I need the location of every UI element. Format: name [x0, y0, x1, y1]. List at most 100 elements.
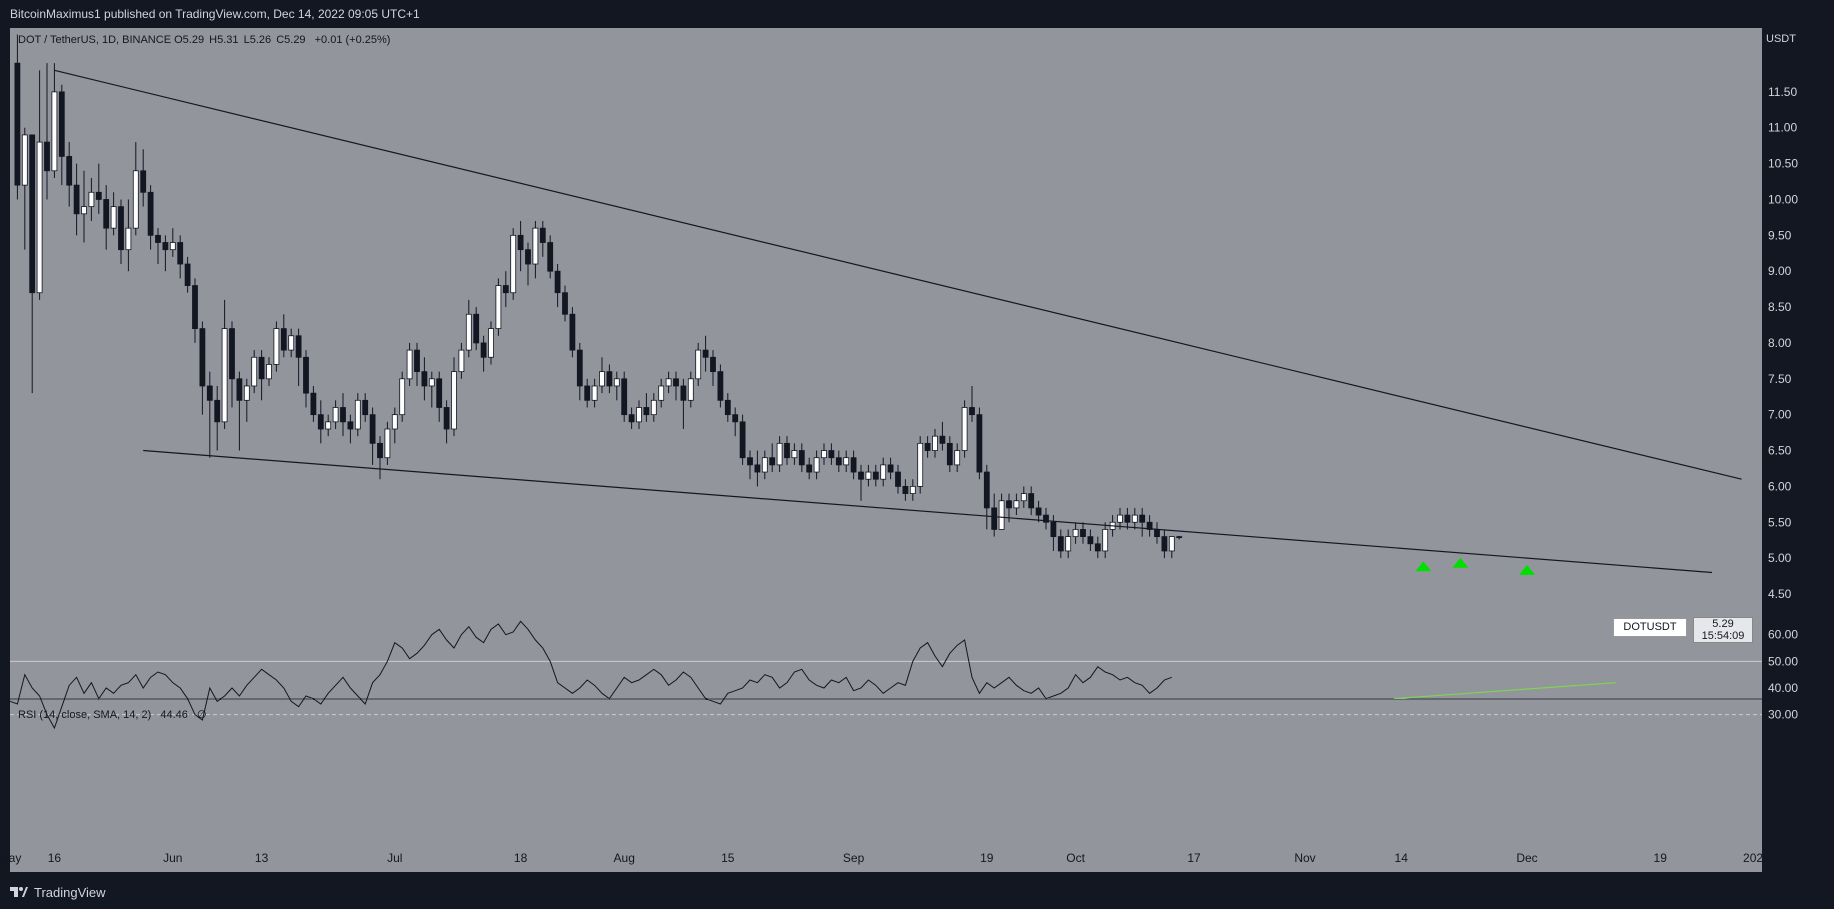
candle-body	[835, 457, 842, 466]
candle-body	[132, 170, 139, 229]
low-value: 5.26	[249, 34, 272, 46]
candle-body	[843, 457, 850, 466]
candle-body	[865, 471, 872, 480]
price-tick-label: 5.50	[1768, 515, 1792, 529]
tradingview-logo-icon[interactable]	[10, 885, 28, 899]
candle-body	[295, 335, 302, 358]
open-label: O	[174, 34, 183, 46]
time-tick-label: Jun	[163, 851, 182, 865]
candle-body	[414, 349, 420, 373]
candle-body	[236, 378, 243, 401]
candle-body	[251, 356, 258, 387]
candle-body	[451, 371, 457, 430]
rsi-hide-icon[interactable]: ∅	[196, 709, 207, 721]
candle-body	[710, 356, 716, 373]
rsi-value: 44.46	[160, 709, 188, 721]
green-arrow-marker	[1415, 561, 1432, 572]
close-value: 5.29	[284, 34, 306, 46]
time-tick-label: 13	[255, 851, 269, 865]
candle-body	[702, 349, 709, 358]
candle-body	[480, 342, 487, 358]
candle-body	[280, 328, 287, 351]
candle-body	[924, 442, 931, 451]
last-price-tag: 5.29 15:54:09	[1693, 617, 1753, 643]
candle-body	[162, 242, 169, 251]
lower-trendline	[143, 449, 1713, 574]
candle-body	[569, 313, 576, 351]
candle-body	[1117, 514, 1123, 523]
time-tick-label: Sep	[843, 851, 865, 865]
candle-body	[1146, 521, 1153, 530]
last-price: 5.29	[1712, 618, 1734, 630]
price-tick-label: 9.50	[1768, 228, 1792, 242]
candle-body	[428, 378, 435, 387]
symbol-name[interactable]: DOT / TetherUS, 1D, BINANCE	[18, 34, 172, 46]
candle-body	[369, 414, 376, 444]
time-tick-label: Aug	[614, 851, 635, 865]
green-arrow-marker	[1452, 557, 1469, 568]
time-tick-label: 2023	[1743, 851, 1770, 865]
candle-body	[465, 313, 472, 351]
candle-body	[1176, 536, 1183, 539]
candle-body	[665, 378, 672, 387]
candle-body	[813, 457, 820, 473]
candle-body	[776, 442, 783, 466]
bar-countdown: 15:54:09	[1701, 630, 1745, 642]
green-arrow-marker	[1519, 564, 1535, 575]
candle-body	[954, 450, 961, 466]
candle-body	[902, 485, 909, 494]
candle-body	[155, 234, 161, 243]
footer: TradingView	[0, 876, 1834, 909]
candle-body	[650, 399, 657, 416]
candle-body	[724, 399, 731, 416]
rsi-pane	[10, 700, 1762, 872]
candle-body	[628, 414, 635, 423]
candle-body	[36, 141, 43, 294]
candle-body	[1139, 514, 1146, 523]
candle-body	[1057, 536, 1064, 552]
time-tick-label: 14	[1395, 851, 1409, 865]
candle-body	[769, 457, 776, 466]
time-tick-label: 16	[48, 851, 62, 865]
time-tick-label: 17	[1187, 851, 1201, 865]
candle-body	[1043, 514, 1049, 523]
candle-body	[177, 242, 184, 265]
time-tick-label: Nov	[1294, 851, 1315, 865]
candle-body	[1020, 493, 1027, 502]
rsi-tick-label: 30.00	[1768, 708, 1798, 722]
candle-body	[169, 242, 176, 251]
candle-body	[510, 234, 517, 294]
candle-body	[125, 227, 132, 251]
change-value: +0.01 (+0.25%)	[314, 34, 391, 46]
candle-body	[687, 378, 694, 401]
low-label: L	[243, 34, 250, 46]
candle-body	[983, 471, 990, 509]
candle-body	[51, 91, 58, 172]
candle-body	[377, 442, 383, 459]
open-value: 5.29	[182, 34, 205, 46]
candle-body	[821, 450, 827, 459]
rsi-label[interactable]: RSI (14, close, SMA, 14, 2)	[18, 709, 152, 721]
candle-body	[325, 421, 332, 430]
candle-body	[1154, 529, 1160, 538]
candle-body	[406, 349, 413, 380]
candle-body	[66, 156, 73, 186]
price-tick-label: 11.50	[1768, 85, 1797, 99]
candle-body	[517, 234, 524, 251]
candle-body	[310, 392, 317, 416]
chart-area[interactable]: 11.50 11.00 10.50 10.00 9.50 9.00 8.50 8.00 7.50…	[0, 28, 1834, 876]
candle-body	[599, 371, 605, 387]
brand-name[interactable]: TradingView	[34, 885, 106, 900]
candle-body	[473, 313, 480, 344]
symbol-price-tag: DOTUSDT	[1613, 618, 1687, 637]
high-value: 5.31	[217, 34, 239, 46]
candle-body	[29, 134, 36, 294]
candle-body	[1161, 536, 1168, 552]
candle-body	[1102, 529, 1109, 552]
price-tick-label: 10.50	[1768, 157, 1798, 171]
candle-body	[192, 285, 198, 329]
candle-body	[1072, 529, 1079, 538]
candle-body	[95, 191, 102, 200]
candle-body	[110, 206, 117, 229]
candle-body	[221, 328, 228, 423]
